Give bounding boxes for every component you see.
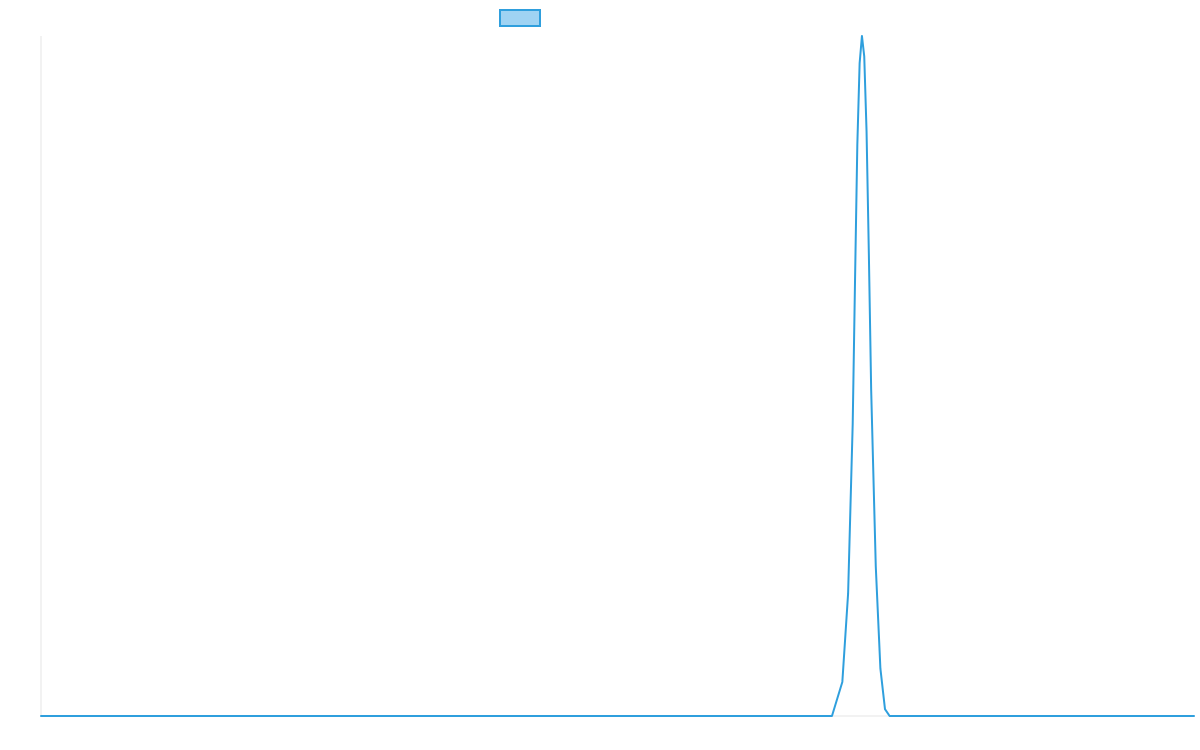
legend-swatch — [499, 9, 541, 27]
series-line-1 — [40, 35, 1195, 717]
